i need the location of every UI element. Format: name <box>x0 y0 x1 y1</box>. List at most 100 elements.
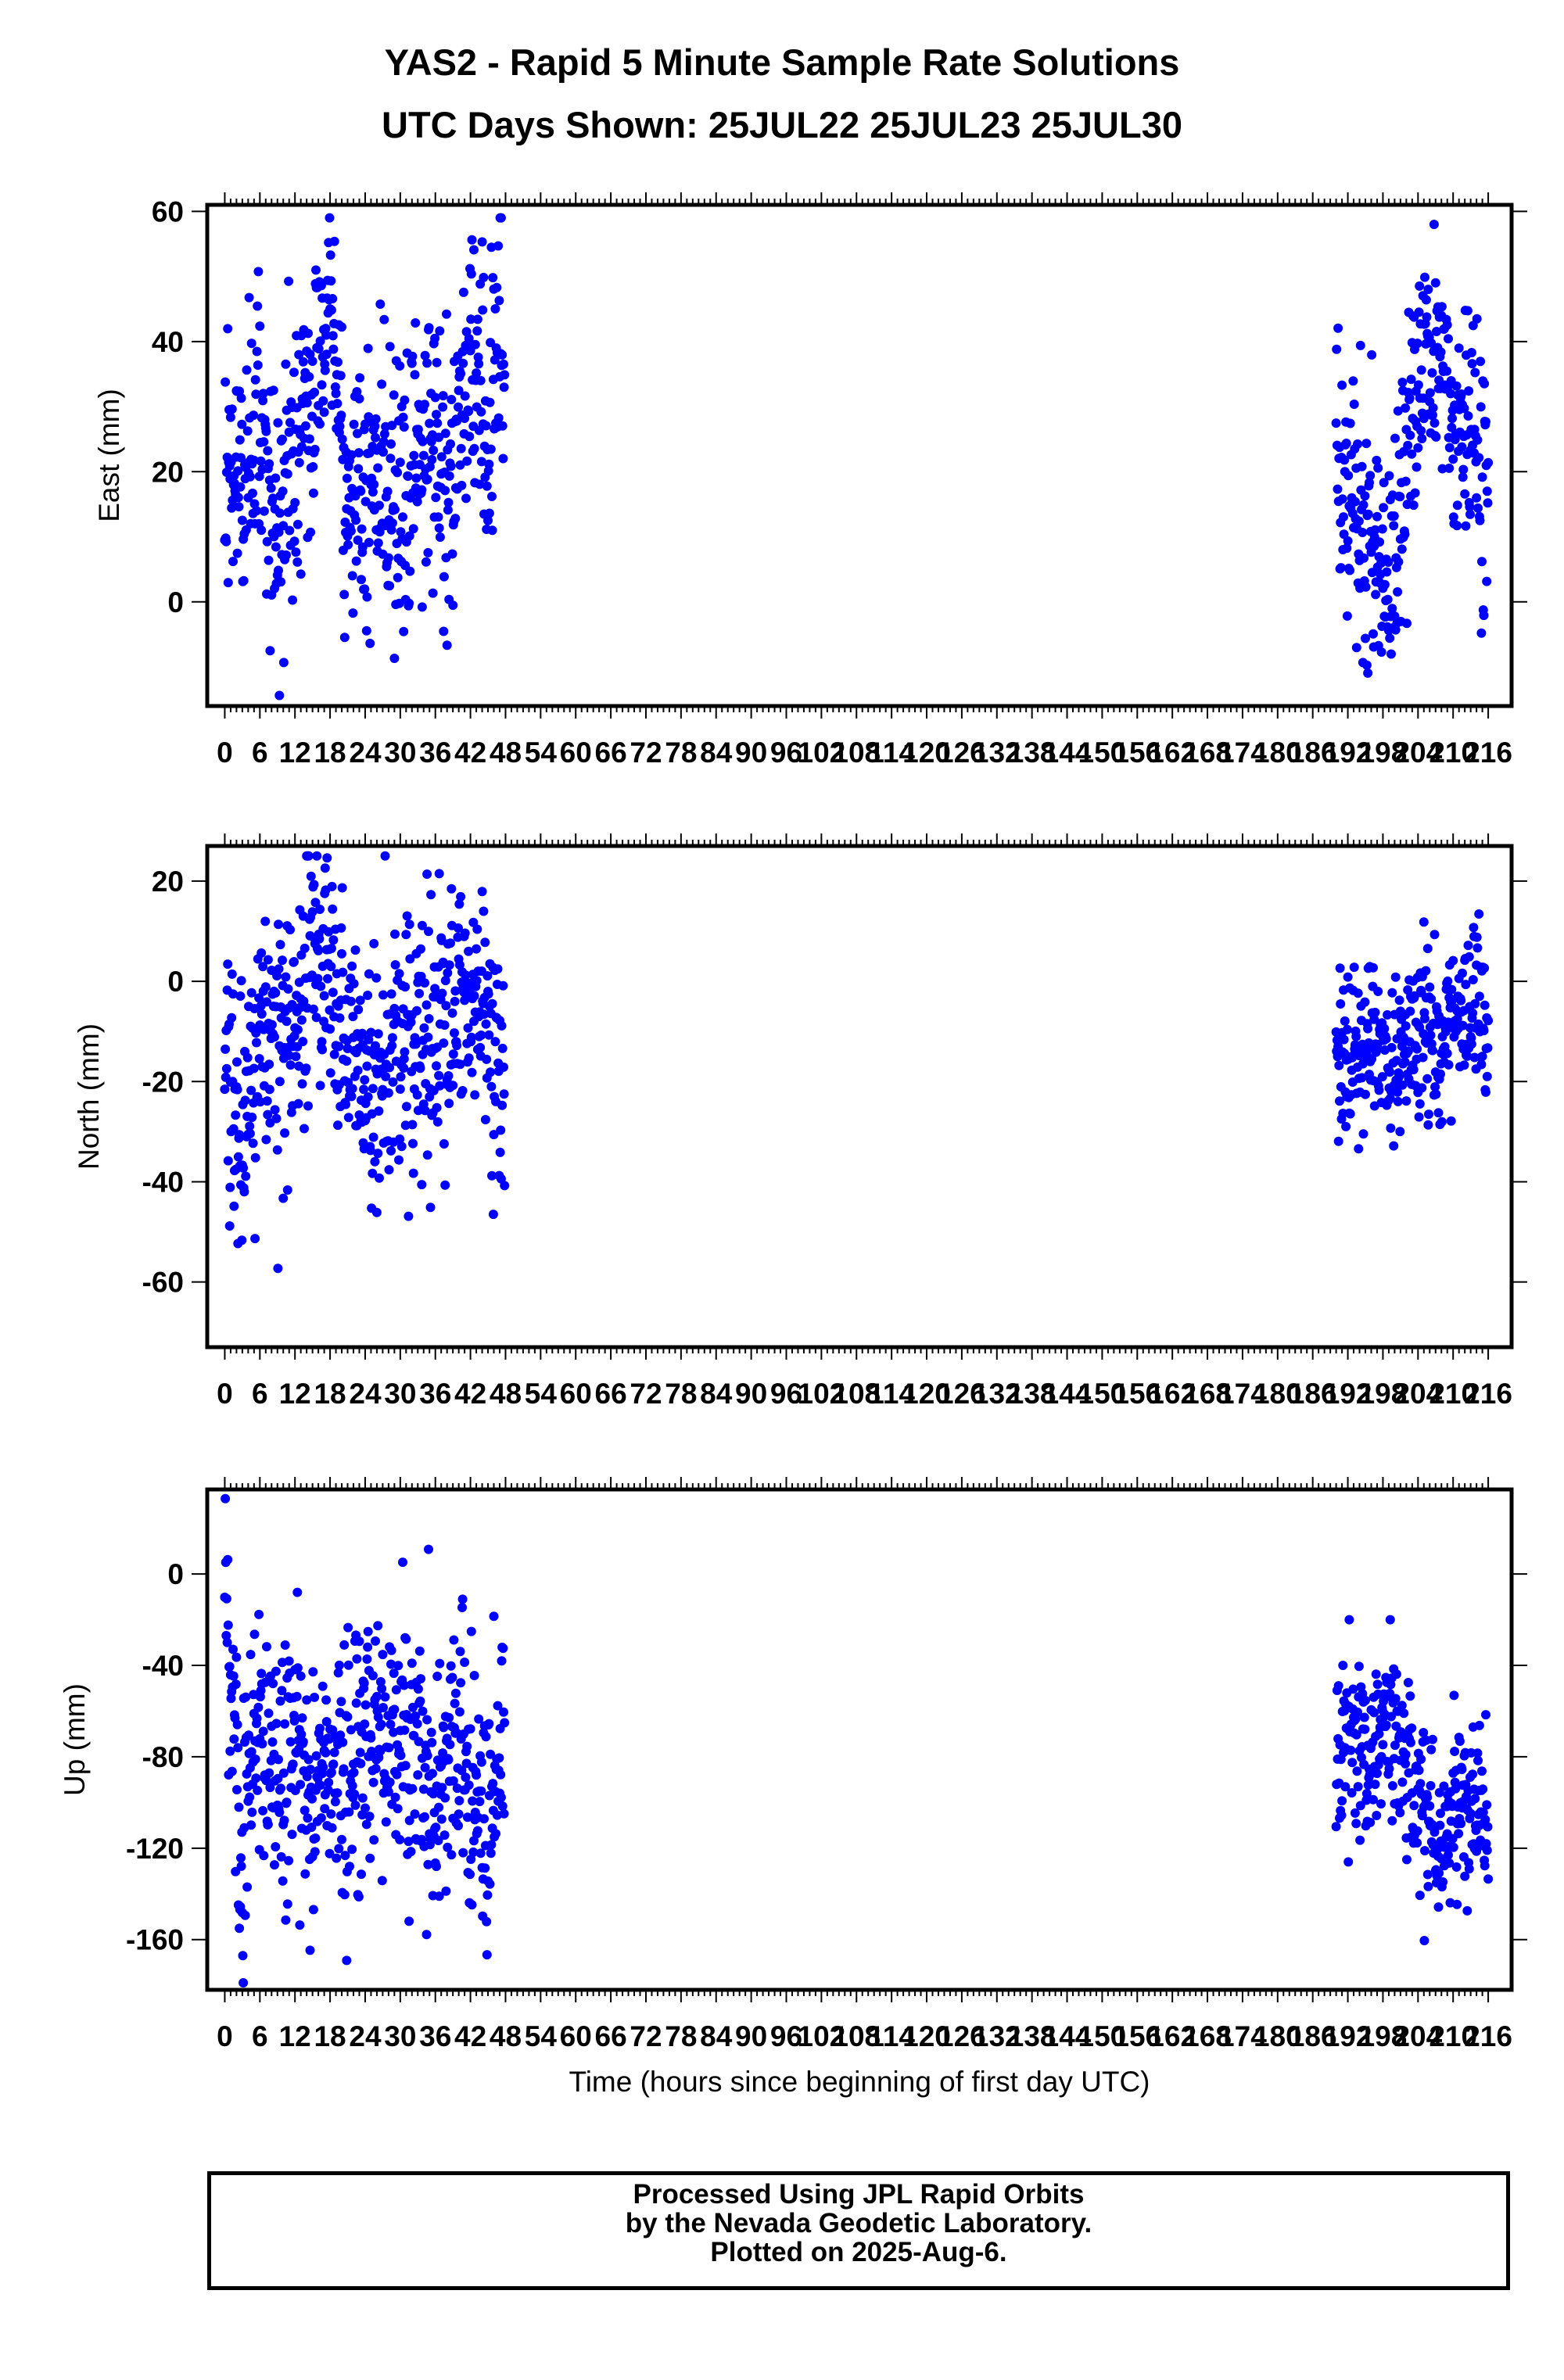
data-point <box>390 929 400 939</box>
data-point <box>1454 1829 1464 1839</box>
x-tick-label: 198 <box>1359 2020 1408 2052</box>
data-point <box>303 328 313 339</box>
data-point <box>1472 493 1482 503</box>
data-point <box>454 1809 464 1819</box>
data-point <box>320 863 330 873</box>
y-tick-label: -60 <box>142 1267 184 1299</box>
data-point <box>353 535 363 545</box>
data-point <box>1414 1112 1424 1122</box>
data-point <box>433 1836 443 1845</box>
data-point <box>435 326 445 336</box>
data-point <box>1383 557 1394 567</box>
data-point <box>300 1869 310 1879</box>
data-point <box>1405 1691 1415 1701</box>
data-point <box>452 416 462 426</box>
data-point <box>1423 1881 1433 1891</box>
data-point <box>1412 1838 1422 1848</box>
data-point <box>1468 1769 1478 1780</box>
y-axis-label: North (mm) <box>73 1023 105 1170</box>
data-point <box>486 1081 497 1091</box>
data-point <box>292 557 303 567</box>
data-point <box>1409 1801 1419 1811</box>
data-point <box>235 482 246 492</box>
data-point <box>416 944 425 954</box>
data-point <box>378 436 389 446</box>
data-point <box>236 1853 246 1863</box>
data-point <box>386 989 396 999</box>
data-point <box>1466 348 1476 357</box>
footer-line-3: Plotted on 2025-Aug-6. <box>710 2237 1007 2267</box>
data-point <box>1355 340 1365 350</box>
data-point <box>431 1823 441 1833</box>
data-point <box>450 986 461 996</box>
data-point <box>342 1955 352 1966</box>
data-point <box>359 1084 369 1095</box>
data-point <box>481 1732 491 1742</box>
data-point <box>499 359 508 369</box>
data-point <box>497 1801 508 1811</box>
data-point <box>399 1063 409 1073</box>
data-point <box>1390 1740 1400 1751</box>
data-point <box>343 1113 353 1123</box>
data-point <box>359 1678 369 1688</box>
data-point <box>1355 1835 1365 1845</box>
data-point <box>275 940 285 950</box>
data-point <box>441 1001 451 1011</box>
data-point <box>476 1757 486 1767</box>
data-point <box>484 508 494 518</box>
y-axis-label: East (mm) <box>93 389 125 522</box>
data-point <box>273 1263 283 1274</box>
data-point <box>466 314 476 324</box>
data-point <box>1361 660 1372 670</box>
data-point <box>490 304 500 314</box>
data-point <box>258 396 268 406</box>
data-point <box>468 917 479 927</box>
data-point <box>1397 1080 1408 1090</box>
data-point <box>493 241 504 251</box>
data-point <box>339 1764 349 1774</box>
data-point <box>429 446 439 455</box>
data-point <box>460 1658 470 1667</box>
data-point <box>1434 1868 1444 1878</box>
data-point <box>337 322 346 332</box>
data-point <box>237 1235 247 1246</box>
data-point <box>473 352 483 362</box>
data-point <box>364 1034 374 1045</box>
data-point <box>289 367 299 378</box>
data-point <box>493 413 504 423</box>
data-point <box>385 1063 395 1073</box>
data-point <box>274 1808 285 1817</box>
data-point <box>321 330 332 340</box>
data-point <box>289 1716 300 1726</box>
data-point <box>253 360 263 370</box>
data-point <box>1351 1729 1361 1740</box>
data-point <box>1332 344 1342 354</box>
data-point <box>343 1660 353 1670</box>
data-point <box>378 1703 388 1712</box>
data-point <box>221 1044 231 1054</box>
data-point <box>448 600 458 611</box>
x-tick-label: 174 <box>1218 2020 1267 2052</box>
data-point <box>1384 1764 1394 1774</box>
data-point <box>1451 1862 1462 1872</box>
data-point <box>328 331 338 341</box>
data-point <box>1444 443 1455 453</box>
data-point <box>1373 463 1383 473</box>
data-point <box>387 1033 397 1043</box>
x-tick-label: 18 <box>314 1378 346 1410</box>
data-point <box>487 525 497 536</box>
data-point <box>475 1797 485 1807</box>
data-point <box>431 493 441 503</box>
data-point <box>1444 334 1453 344</box>
data-point <box>361 1803 370 1813</box>
y-tick-label: 0 <box>167 966 184 998</box>
data-point <box>296 442 307 452</box>
data-point <box>258 389 268 399</box>
data-point <box>386 1719 396 1729</box>
data-point <box>278 1876 288 1886</box>
data-point <box>428 1769 437 1779</box>
data-point <box>1443 976 1453 986</box>
data-point <box>1457 442 1467 452</box>
data-point <box>1444 1059 1454 1070</box>
x-tick-label: 138 <box>1008 737 1056 769</box>
